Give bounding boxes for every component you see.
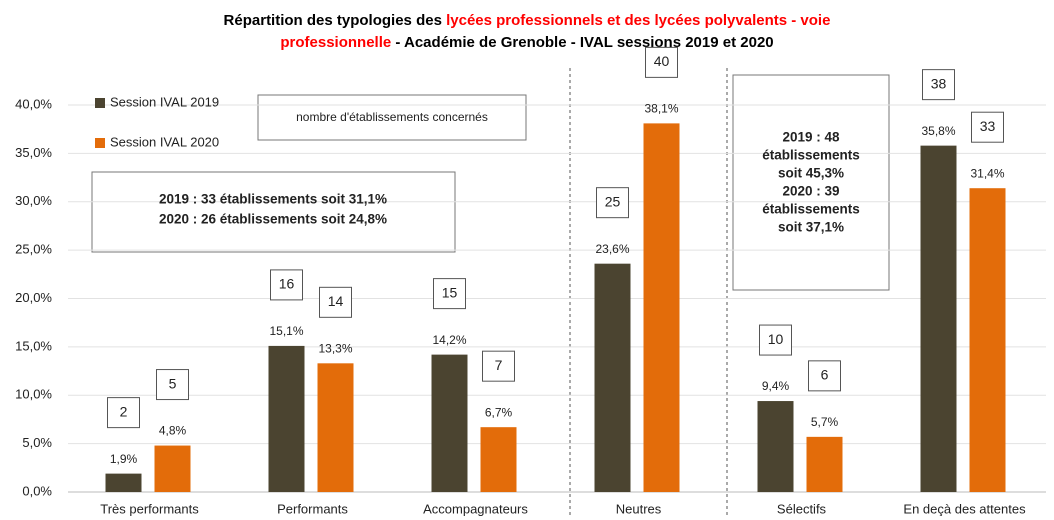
count-box xyxy=(922,69,955,101)
title-part: professionnelle xyxy=(280,34,391,51)
data-label: 4,8% xyxy=(159,424,187,438)
count-box xyxy=(270,269,303,301)
note-box xyxy=(91,171,456,253)
count-box xyxy=(596,187,629,219)
count-label: 6 xyxy=(821,367,829,383)
x-tick-label: Performants xyxy=(277,501,348,516)
y-tick-label: 30,0% xyxy=(15,193,52,208)
note: nombre d'établissements concernés xyxy=(296,110,488,124)
bar xyxy=(806,436,843,492)
count-label: 38 xyxy=(931,75,947,91)
chart-title: professionnelle - Académie de Grenoble -… xyxy=(280,34,773,51)
x-tick-label: Très performants xyxy=(100,501,199,516)
count-box xyxy=(645,46,678,78)
count-label: 10 xyxy=(768,331,784,347)
data-label: 9,4% xyxy=(762,379,790,393)
count-label: 33 xyxy=(980,118,996,134)
data-label: 13,3% xyxy=(318,341,352,355)
count-box xyxy=(156,369,189,401)
note: établissements xyxy=(762,148,860,163)
data-label: 15,1% xyxy=(269,324,303,338)
title-part: lycées professionnels et des lycées poly… xyxy=(446,12,830,29)
count-label: 40 xyxy=(654,53,670,69)
bar xyxy=(594,263,631,492)
note: établissements xyxy=(762,202,860,217)
y-tick-label: 15,0% xyxy=(15,338,52,353)
note: 2019 : 48 xyxy=(782,130,840,145)
note: 2019 : 33 établissements soit 31,1% xyxy=(159,192,387,207)
note: 2020 : 39 xyxy=(782,184,839,199)
y-tick-label: 5,0% xyxy=(22,435,52,450)
bar xyxy=(920,145,957,492)
count-label: 25 xyxy=(605,193,621,209)
data-label: 23,6% xyxy=(595,242,629,256)
bar xyxy=(268,345,305,492)
count-label: 15 xyxy=(442,284,458,300)
count-box xyxy=(971,111,1004,143)
bar xyxy=(431,354,468,492)
count-label: 16 xyxy=(279,276,295,292)
legend-label: Session IVAL 2020 xyxy=(110,134,219,149)
bar xyxy=(105,473,142,492)
count-label: 2 xyxy=(120,403,128,419)
legend-label: Session IVAL 2019 xyxy=(110,94,219,109)
title-part: Répartition des typologies des xyxy=(224,12,447,29)
title-part: - Académie de Grenoble - IVAL sessions 2… xyxy=(391,34,773,51)
data-label: 5,7% xyxy=(811,415,839,429)
x-tick-label: Neutres xyxy=(616,501,662,516)
note-box xyxy=(257,94,527,141)
bar xyxy=(480,427,517,492)
count-label: 7 xyxy=(495,357,503,373)
count-label: 5 xyxy=(169,375,177,391)
data-label: 38,1% xyxy=(644,102,678,116)
legend-swatch xyxy=(95,138,105,148)
bar xyxy=(317,363,354,492)
note: soit 37,1% xyxy=(778,220,844,235)
note: 2020 : 26 établissements soit 24,8% xyxy=(159,212,387,227)
x-tick-label: En deçà des attentes xyxy=(903,501,1026,516)
x-tick-label: Sélectifs xyxy=(777,501,827,516)
bar xyxy=(154,445,191,492)
data-label: 6,7% xyxy=(485,405,513,419)
bar xyxy=(969,188,1006,492)
y-tick-label: 0,0% xyxy=(22,483,52,498)
y-tick-label: 35,0% xyxy=(15,145,52,160)
count-box xyxy=(107,397,140,429)
y-tick-label: 10,0% xyxy=(15,387,52,402)
data-label: 14,2% xyxy=(432,333,466,347)
note: soit 45,3% xyxy=(778,166,844,181)
legend-swatch xyxy=(95,98,105,108)
data-label: 1,9% xyxy=(110,452,138,466)
count-box xyxy=(319,286,352,318)
bar xyxy=(643,123,680,492)
count-box xyxy=(482,350,515,382)
bar xyxy=(757,401,794,492)
note-box xyxy=(732,74,890,291)
y-tick-label: 20,0% xyxy=(15,290,52,305)
data-label: 31,4% xyxy=(970,166,1004,180)
x-tick-label: Accompagnateurs xyxy=(423,501,528,516)
count-box xyxy=(808,360,841,392)
y-tick-label: 25,0% xyxy=(15,242,52,257)
count-box xyxy=(759,324,792,356)
y-tick-label: 40,0% xyxy=(15,96,52,111)
count-box xyxy=(433,278,466,310)
count-label: 14 xyxy=(328,293,344,309)
data-label: 35,8% xyxy=(921,124,955,138)
chart-title: Répartition des typologies des lycées pr… xyxy=(224,12,831,29)
